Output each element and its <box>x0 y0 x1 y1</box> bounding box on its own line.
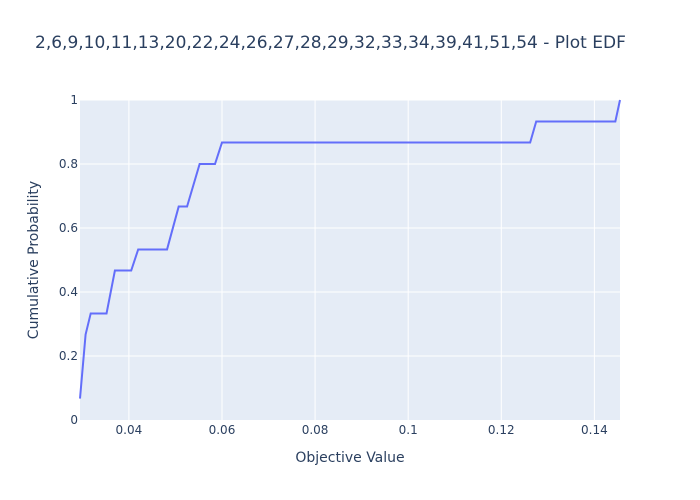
x-tick-label: 0.12 <box>488 423 515 437</box>
chart-title: 2,6,9,10,11,13,20,22,24,26,27,28,29,32,3… <box>35 33 626 53</box>
y-tick-label: 0 <box>70 413 78 427</box>
edf-line <box>79 99 621 399</box>
x-tick-label: 0.1 <box>399 423 418 437</box>
y-tick-label: 0.8 <box>59 157 78 171</box>
y-tick-labels: 0 0.2 0.4 0.6 0.8 1 <box>59 93 78 427</box>
x-tick-label: 0.08 <box>302 423 329 437</box>
x-tick-label: 0.06 <box>209 423 236 437</box>
x-tick-label: 0.04 <box>116 423 143 437</box>
y-tick-label: 0.6 <box>59 221 78 235</box>
plot-area <box>80 100 620 420</box>
y-tick-label: 0.4 <box>59 285 78 299</box>
y-axis-title: Cumulative Probability <box>26 181 42 339</box>
y-gridlines <box>80 99 620 357</box>
x-axis-title: Objective Value <box>295 450 404 466</box>
x-tick-label: 0.14 <box>581 423 608 437</box>
x-tick-labels: 0.04 0.06 0.08 0.1 0.12 0.14 <box>116 423 608 437</box>
x-gridlines <box>128 100 595 420</box>
y-tick-label: 0.2 <box>59 349 78 363</box>
y-tick-label: 1 <box>70 93 78 107</box>
